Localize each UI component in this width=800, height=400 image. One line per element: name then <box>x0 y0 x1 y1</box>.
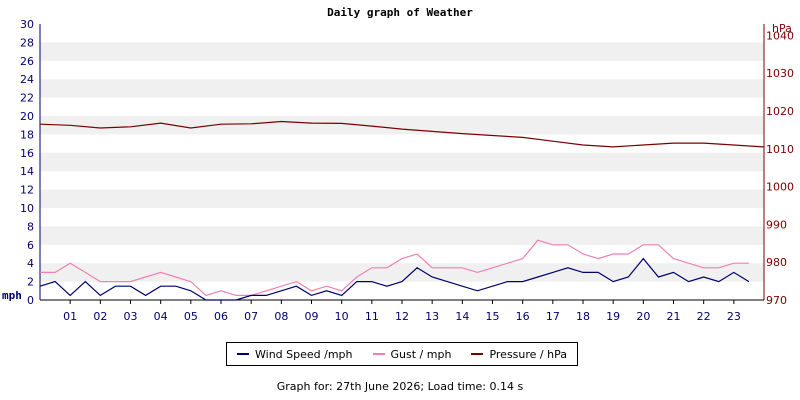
right-tick-label: 1010 <box>766 143 794 156</box>
left-tick-label: 28 <box>20 36 34 49</box>
left-tick-label: 4 <box>27 257 34 270</box>
legend-swatch-gust <box>372 353 385 355</box>
x-tick-label: 15 <box>486 310 500 323</box>
x-tick-label: 09 <box>305 310 319 323</box>
legend-item-wind: Wind Speed /mph <box>237 348 353 361</box>
x-tick-label: 13 <box>425 310 439 323</box>
legend-item-gust: Gust / mph <box>372 347 452 361</box>
left-tick-label: 6 <box>27 239 34 252</box>
x-axis-ticks: 01 02 03 04 05 06 07 08 09 10 11 12 13 14 15 16 17 18 19 20… <box>63 300 741 323</box>
left-tick-label: 10 <box>20 202 34 215</box>
legend-swatch-pressure <box>471 353 484 355</box>
x-tick-label: 16 <box>516 310 530 323</box>
legend-label-gust: Gust / mph <box>390 347 452 361</box>
x-tick-label: 07 <box>244 310 258 323</box>
left-tick-label: 0 <box>27 294 34 307</box>
left-tick-label: 20 <box>20 110 34 123</box>
right-tick-label: 970 <box>766 294 787 307</box>
footer-status: Graph for: 27th June 2026; Load time: 0.… <box>276 380 524 393</box>
x-tick-label: 08 <box>274 310 288 323</box>
left-tick-label: 14 <box>20 165 34 178</box>
left-tick-label: 18 <box>20 128 34 141</box>
x-tick-label: 14 <box>455 310 469 323</box>
right-tick-label: 1020 <box>766 105 794 118</box>
grid-band <box>40 226 764 245</box>
x-tick-label: 05 <box>184 310 198 323</box>
left-axis-label: mph <box>2 289 22 302</box>
left-tick-label: 16 <box>20 147 34 160</box>
x-tick-label: 06 <box>214 310 228 323</box>
x-tick-label: 10 <box>335 310 349 323</box>
legend-label-wind: Wind Speed /mph <box>255 347 353 361</box>
series-line-gust <box>40 239 749 297</box>
series-line-wind <box>39 257 750 301</box>
x-tick-label: 21 <box>667 310 681 323</box>
series-layer <box>39 120 765 301</box>
left-tick-label: 22 <box>20 92 34 105</box>
x-tick-label: 11 <box>365 310 379 323</box>
grid-band <box>40 263 764 282</box>
right-tick-label: 1040 <box>766 29 794 42</box>
grid-band <box>40 116 764 135</box>
grid-band <box>40 42 764 61</box>
x-tick-label: 18 <box>576 310 590 323</box>
left-tick-label: 8 <box>27 220 34 233</box>
x-tick-label: 22 <box>697 310 711 323</box>
right-tick-label: 1000 <box>766 181 794 194</box>
x-tick-label: 03 <box>124 310 138 323</box>
x-tick-label: 04 <box>154 310 168 323</box>
grid-band <box>40 152 764 172</box>
chart-title: Daily graph of Weather <box>327 6 473 19</box>
right-tick-label: 980 <box>766 256 787 269</box>
x-tick-label: 19 <box>606 310 620 323</box>
left-tick-label: 26 <box>20 55 34 68</box>
x-tick-label: 01 <box>63 310 77 323</box>
left-tick-label: 12 <box>20 184 34 197</box>
x-tick-label: 17 <box>546 310 560 323</box>
left-tick-label: 2 <box>27 276 34 289</box>
x-tick-label: 12 <box>395 310 409 323</box>
x-tick-label: 23 <box>727 310 741 323</box>
legend-swatch-wind <box>237 353 249 355</box>
left-tick-label: 30 <box>20 18 34 31</box>
right-axis-label: hPa <box>772 22 792 35</box>
x-tick-label: 02 <box>93 310 107 323</box>
legend-label-pressure: Pressure / hPa <box>489 347 567 361</box>
legend-item-pressure: Pressure / hPa <box>471 348 567 361</box>
x-tick-label: 20 <box>636 310 650 323</box>
grid-band <box>40 189 764 208</box>
grid-band <box>40 79 764 98</box>
right-axis-ticks: 970 980 990 1000 1010 1020 1030 1040 <box>766 29 794 307</box>
left-tick-label: 24 <box>20 73 34 86</box>
right-tick-label: 990 <box>766 218 787 231</box>
grid-bands <box>40 42 764 282</box>
right-tick-label: 1030 <box>766 67 794 80</box>
series-line-pressure <box>39 120 765 148</box>
legend: Wind Speed /mph Gust / mph Pressure / hP… <box>226 342 578 366</box>
